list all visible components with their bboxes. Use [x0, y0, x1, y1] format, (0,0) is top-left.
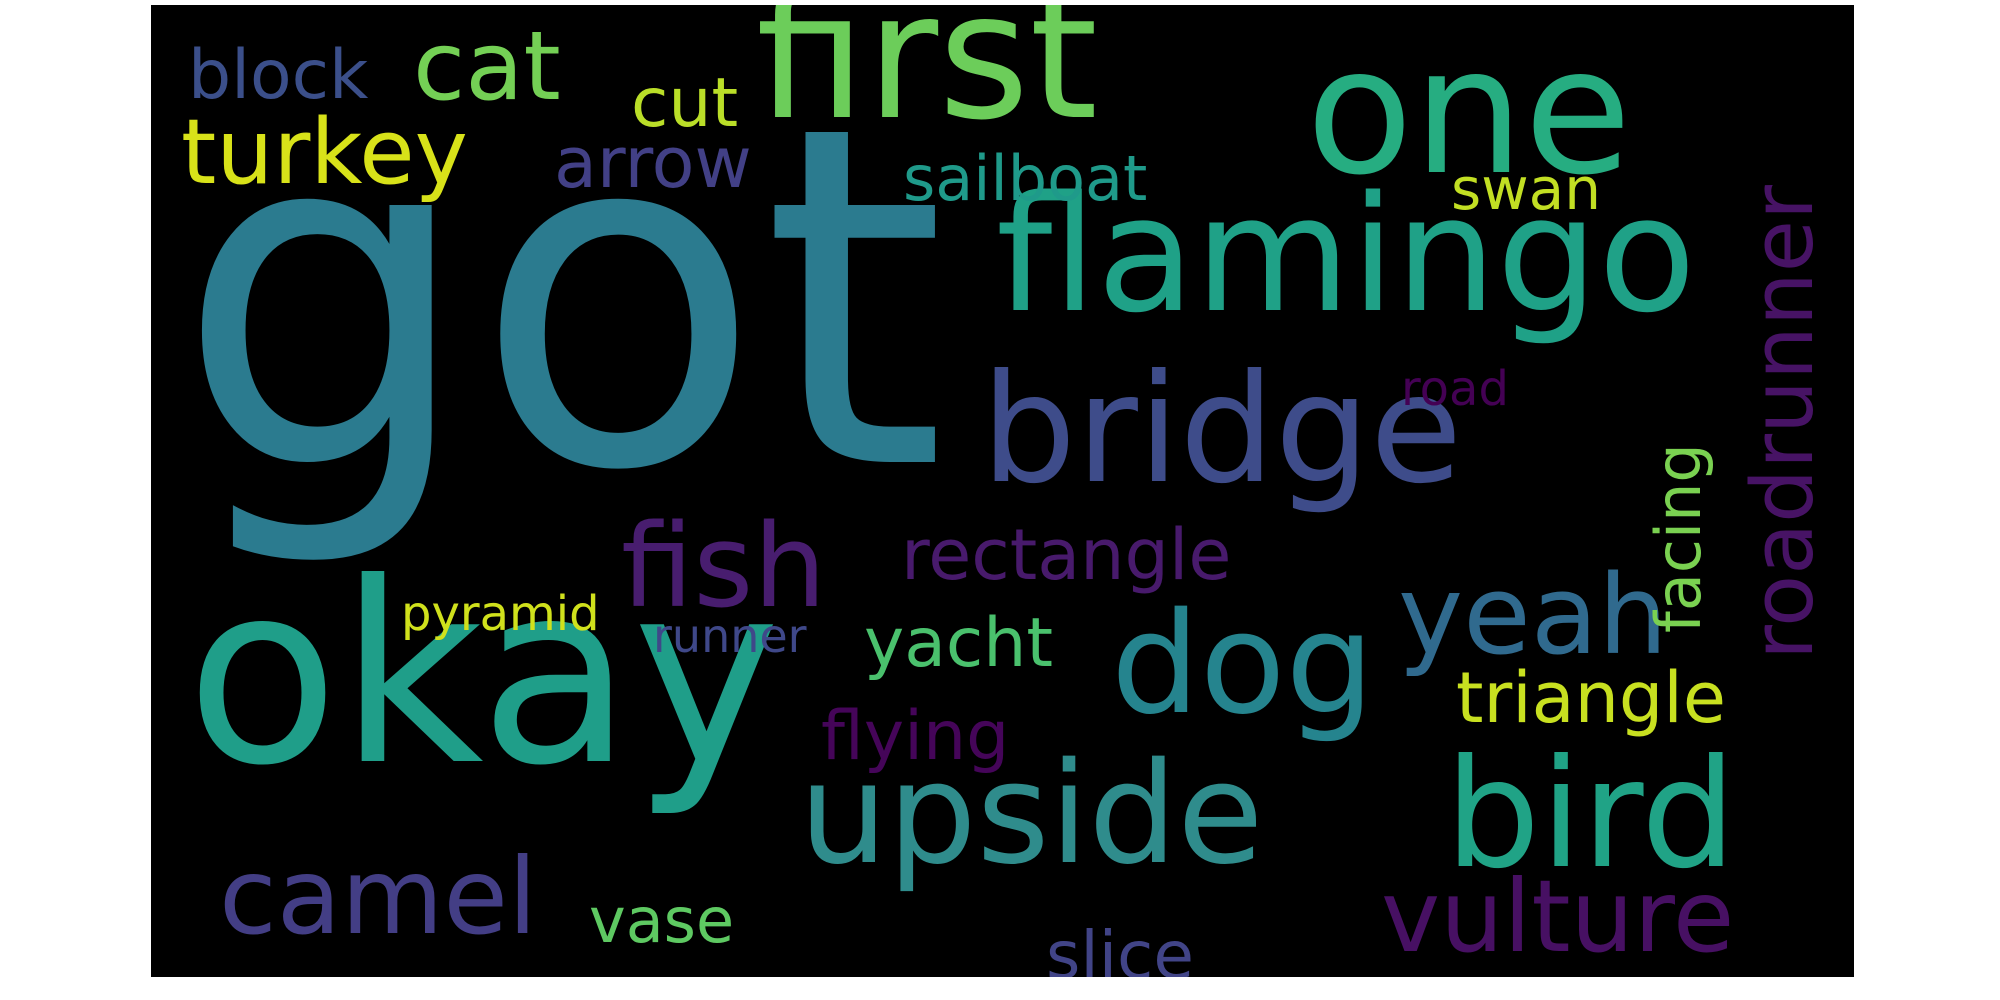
word-runner: runner [653, 609, 807, 663]
word-cut: cut [631, 64, 739, 143]
word-vulture: vulture [1381, 858, 1735, 975]
word-one: one [1306, 11, 1632, 214]
word-vase: vase [589, 884, 735, 957]
word-yacht: yacht [864, 604, 1054, 683]
word-camel: camel [219, 836, 538, 958]
word-bird: bird [1445, 728, 1737, 902]
word-swan: swan [1451, 155, 1601, 223]
word-upside: upside [799, 733, 1264, 896]
word-fish: fish [621, 500, 827, 634]
word-got: got [176, 26, 947, 573]
word-triangle: triangle [1456, 657, 1726, 739]
word-flying: flying [821, 697, 1010, 776]
word-yeah: yeah [1398, 551, 1668, 679]
word-pyramid: pyramid [401, 586, 600, 642]
word-cloud-canvas: got okay first one flamingo bridge upsid… [151, 5, 1854, 977]
word-first: first [756, 5, 1098, 159]
word-turkey: turkey [181, 100, 468, 205]
word-okay: okay [186, 529, 781, 820]
word-rectangle: rectangle [901, 514, 1232, 596]
word-road: road [1401, 361, 1509, 417]
word-facing: facing [1642, 443, 1715, 633]
word-flamingo: flamingo [996, 161, 1696, 348]
word-roadrunner: roadrunner [1734, 185, 1833, 660]
word-dog: dog [1111, 583, 1375, 746]
word-cat: cat [413, 12, 561, 122]
word-arrow: arrow [554, 122, 752, 204]
word-bridge: bridge [981, 343, 1463, 517]
word-slice: slice [1046, 917, 1194, 978]
word-sailboat: sailboat [903, 142, 1148, 215]
word-block: block [188, 36, 369, 115]
